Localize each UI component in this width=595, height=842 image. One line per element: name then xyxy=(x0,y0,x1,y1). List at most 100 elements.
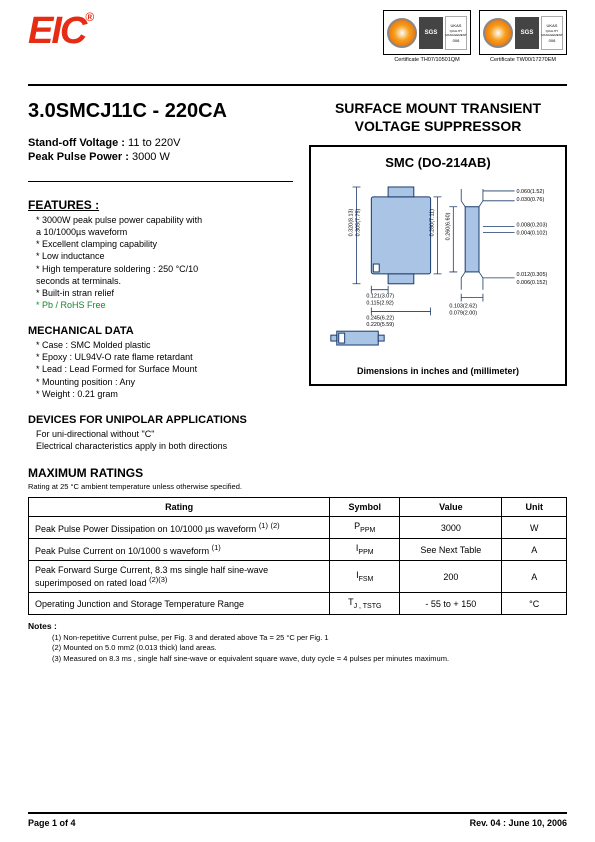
svg-text:0.006(0.152): 0.006(0.152) xyxy=(517,280,548,286)
cell-value: See Next Table xyxy=(400,539,502,561)
right-column: SURFACE MOUNT TRANSIENT VOLTAGE SUPPRESS… xyxy=(309,94,567,452)
svg-text:0.079(2.00): 0.079(2.00) xyxy=(449,310,477,316)
unipolar-list: For uni-directional without "C" Electric… xyxy=(28,428,293,452)
svg-text:0.004(0.102): 0.004(0.102) xyxy=(517,230,548,236)
cell-symbol: IFSM xyxy=(330,561,400,593)
page-header: EIC® SGS UKAS QUALITY MANAGEMENT 006 Cer… xyxy=(28,10,567,80)
cell-rating: Operating Junction and Storage Temperatu… xyxy=(29,593,330,615)
certification-badges: SGS UKAS QUALITY MANAGEMENT 006 Certific… xyxy=(383,10,567,63)
list-item: a 10/1000µs waveform xyxy=(28,226,293,238)
list-item: * Epoxy : UL94V-O rate flame retardant xyxy=(28,351,293,363)
sgs-badge-icon: SGS xyxy=(515,17,539,49)
note-item: (3) Measured on 8.3 ms , single half sin… xyxy=(28,654,567,665)
cert-2-label: Certificate TW00/17270EM xyxy=(479,57,567,63)
list-item: * Pb / RoHS Free xyxy=(28,299,293,311)
list-item: * Mounting position : Any xyxy=(28,376,293,388)
list-item: * 3000W peak pulse power capability with xyxy=(28,214,293,226)
svg-text:0.060(1.52): 0.060(1.52) xyxy=(517,189,545,195)
list-item: * Lead : Lead Formed for Surface Mount xyxy=(28,363,293,375)
part-number-title: 3.0SMCJ11C - 220CA xyxy=(28,100,293,123)
table-row: Peak Pulse Current on 10/1000 s waveform… xyxy=(29,539,567,561)
max-ratings-heading: MAXIMUM RATINGS xyxy=(28,466,567,480)
svg-text:0.115(2.92): 0.115(2.92) xyxy=(366,301,394,307)
cell-rating: Peak Forward Surge Current, 8.3 ms singl… xyxy=(29,561,330,593)
peak-pulse-power: Peak Pulse Power : 3000 W xyxy=(28,151,293,163)
package-name: SMC (DO-214AB) xyxy=(317,155,559,170)
cell-symbol: IPPM xyxy=(330,539,400,561)
svg-text:0.008(0.203): 0.008(0.203) xyxy=(517,222,548,228)
list-item: * Built-in stran relief xyxy=(28,287,293,299)
features-heading: FEATURES : xyxy=(28,198,293,212)
col-unit: Unit xyxy=(502,498,567,517)
table-row: Peak Forward Surge Current, 8.3 ms singl… xyxy=(29,561,567,593)
cell-unit: A xyxy=(502,561,567,593)
svg-text:0.280(7.11): 0.280(7.11) xyxy=(430,209,436,237)
list-item: Electrical characteristics apply in both… xyxy=(28,440,293,452)
svg-text:0.320(8.13): 0.320(8.13) xyxy=(349,208,355,236)
col-symbol: Symbol xyxy=(330,498,400,517)
cell-unit: W xyxy=(502,517,567,539)
sgs-badge-icon: SGS xyxy=(419,17,443,49)
svg-text:0.121(3.07): 0.121(3.07) xyxy=(366,294,394,300)
svg-text:0.260(6.60): 0.260(6.60) xyxy=(445,212,451,240)
list-item: * Excellent clamping capability xyxy=(28,238,293,250)
mechanical-list: * Case : SMC Molded plastic* Epoxy : UL9… xyxy=(28,339,293,400)
svg-text:0.245(6.22): 0.245(6.22) xyxy=(366,315,394,321)
cell-value: 3000 xyxy=(400,517,502,539)
cell-unit: °C xyxy=(502,593,567,615)
ukas-badge-icon: UKAS QUALITY MANAGEMENT 006 xyxy=(445,16,467,50)
features-list: * 3000W peak pulse power capability with… xyxy=(28,214,293,311)
max-ratings-table: Rating Symbol Value Unit Peak Pulse Powe… xyxy=(28,497,567,615)
svg-text:0.305(7.75): 0.305(7.75) xyxy=(355,208,361,236)
logo: EIC® xyxy=(28,10,92,53)
table-header-row: Rating Symbol Value Unit xyxy=(29,498,567,517)
svg-text:0.030(0.76): 0.030(0.76) xyxy=(517,197,545,203)
list-item: * Weight : 0.21 gram xyxy=(28,388,293,400)
cell-symbol: TJ , TSTG xyxy=(330,593,400,615)
cert-1-label: Certificate TH07/10501QM xyxy=(383,57,471,63)
list-item: * High temperature soldering : 250 °C/10 xyxy=(28,263,293,275)
ukas-badge-icon: UKAS QUALITY MANAGEMENT 006 xyxy=(541,16,563,50)
cert-2: SGS UKAS QUALITY MANAGEMENT 006 Certific… xyxy=(479,10,567,63)
cell-rating: Peak Pulse Current on 10/1000 s waveform… xyxy=(29,539,330,561)
cert-orange-badge-icon xyxy=(387,18,417,48)
table-row: Peak Pulse Power Dissipation on 10/1000 … xyxy=(29,517,567,539)
svg-text:0.012(0.305): 0.012(0.305) xyxy=(517,272,548,278)
page-footer: Page 1 of 4 Rev. 04 : June 10, 2006 xyxy=(28,812,567,828)
col-value: Value xyxy=(400,498,502,517)
col-rating: Rating xyxy=(29,498,330,517)
unipolar-heading: DEVICES FOR UNIPOLAR APPLICATIONS xyxy=(28,414,293,426)
divider xyxy=(28,84,567,86)
dimensions-note: Dimensions in inches and (millimeter) xyxy=(317,366,559,376)
table-row: Operating Junction and Storage Temperatu… xyxy=(29,593,567,615)
list-item: seconds at terminals. xyxy=(28,275,293,287)
package-drawing-box: SMC (DO-214AB) 0.320(8.13) xyxy=(309,145,567,386)
list-item: * Case : SMC Molded plastic xyxy=(28,339,293,351)
max-ratings-note: Rating at 25 °C ambient temperature unle… xyxy=(28,482,567,491)
svg-text:0.220(5.59): 0.220(5.59) xyxy=(366,322,394,328)
mechanical-heading: MECHANICAL DATA xyxy=(28,325,293,337)
cert-1: SGS UKAS QUALITY MANAGEMENT 006 Certific… xyxy=(383,10,471,63)
logo-reg: ® xyxy=(85,10,92,24)
cell-unit: A xyxy=(502,539,567,561)
cell-rating: Peak Pulse Power Dissipation on 10/1000 … xyxy=(29,517,330,539)
device-title: SURFACE MOUNT TRANSIENT VOLTAGE SUPPRESS… xyxy=(309,100,567,135)
svg-text:0.103(2.62): 0.103(2.62) xyxy=(449,303,477,309)
divider xyxy=(28,181,293,182)
note-item: (2) Mounted on 5.0 mm2 (0.013 thick) lan… xyxy=(28,643,567,654)
cert-orange-badge-icon xyxy=(483,18,513,48)
cell-value: 200 xyxy=(400,561,502,593)
standoff-voltage: Stand-off Voltage : 11 to 220V xyxy=(28,137,293,149)
package-drawing: 0.320(8.13) 0.305(7.75) 0.280(7.11) 0.26… xyxy=(317,176,559,356)
list-item: For uni-directional without "C" xyxy=(28,428,293,440)
revision-date: Rev. 04 : June 10, 2006 xyxy=(470,818,567,828)
list-item: * Low inductance xyxy=(28,250,293,262)
cell-value: - 55 to + 150 xyxy=(400,593,502,615)
notes-section: Notes : (1) Non-repetitive Current pulse… xyxy=(28,621,567,664)
cell-symbol: PPPM xyxy=(330,517,400,539)
left-column: 3.0SMCJ11C - 220CA Stand-off Voltage : 1… xyxy=(28,94,293,452)
page-number: Page 1 of 4 xyxy=(28,818,76,828)
notes-heading: Notes : xyxy=(28,621,567,633)
note-item: (1) Non-repetitive Current pulse, per Fi… xyxy=(28,633,567,644)
logo-text: EIC xyxy=(28,10,85,52)
